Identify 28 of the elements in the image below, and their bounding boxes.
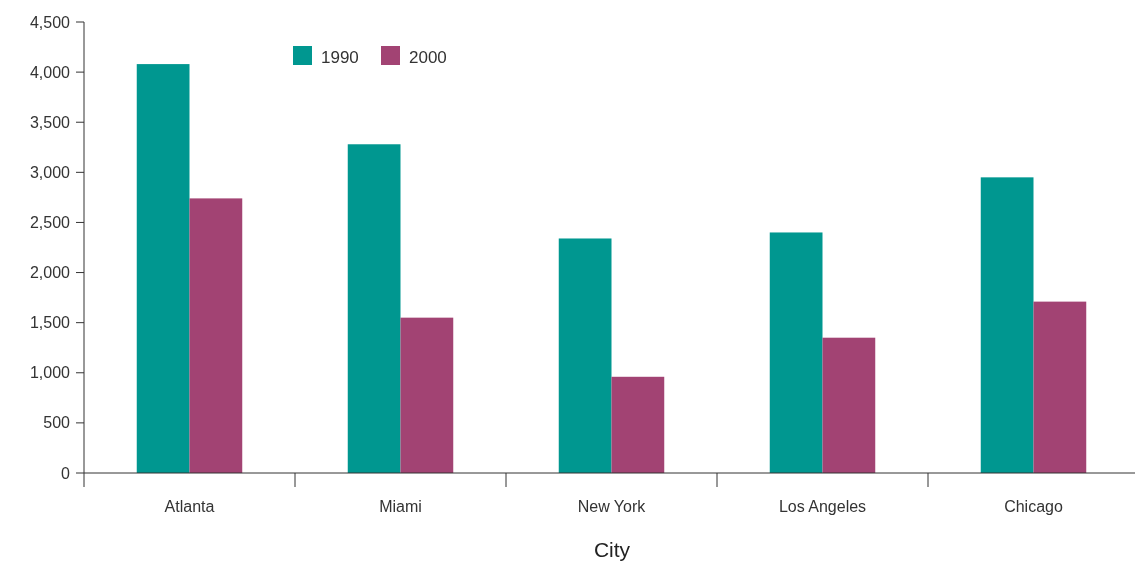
y-tick-label: 1,000 xyxy=(29,364,71,382)
x-tick-label: Chicago xyxy=(1004,498,1063,515)
bar xyxy=(400,317,454,473)
y-tick-label: 2,000 xyxy=(29,264,71,282)
y-tick-label: 2,500 xyxy=(29,214,71,232)
x-tick-label: Los Angeles xyxy=(778,498,867,515)
y-tick-label: 4,500 xyxy=(29,13,71,31)
bar xyxy=(189,198,243,473)
bar xyxy=(1033,301,1087,473)
x-tick-label: Miami xyxy=(379,498,422,515)
y-tick-label: 3,000 xyxy=(29,163,71,181)
x-tick-label: New York xyxy=(577,498,647,515)
legend-label: 1990 xyxy=(321,48,359,67)
y-tick-label: 4,000 xyxy=(29,63,71,81)
x-tick-label: Atlanta xyxy=(164,498,215,515)
bar xyxy=(347,144,401,473)
bar xyxy=(980,177,1034,473)
bar xyxy=(611,376,665,473)
y-tick-label: 0 xyxy=(61,464,71,482)
bar xyxy=(136,64,190,473)
x-axis-title: City xyxy=(593,538,631,561)
y-tick-label: 1,500 xyxy=(29,314,71,332)
y-tick-label: 3,500 xyxy=(29,113,71,131)
bar xyxy=(558,238,612,473)
legend-label: 2000 xyxy=(409,48,447,67)
y-tick-label: 500 xyxy=(43,414,71,432)
bar xyxy=(822,337,876,473)
bar xyxy=(769,232,823,473)
